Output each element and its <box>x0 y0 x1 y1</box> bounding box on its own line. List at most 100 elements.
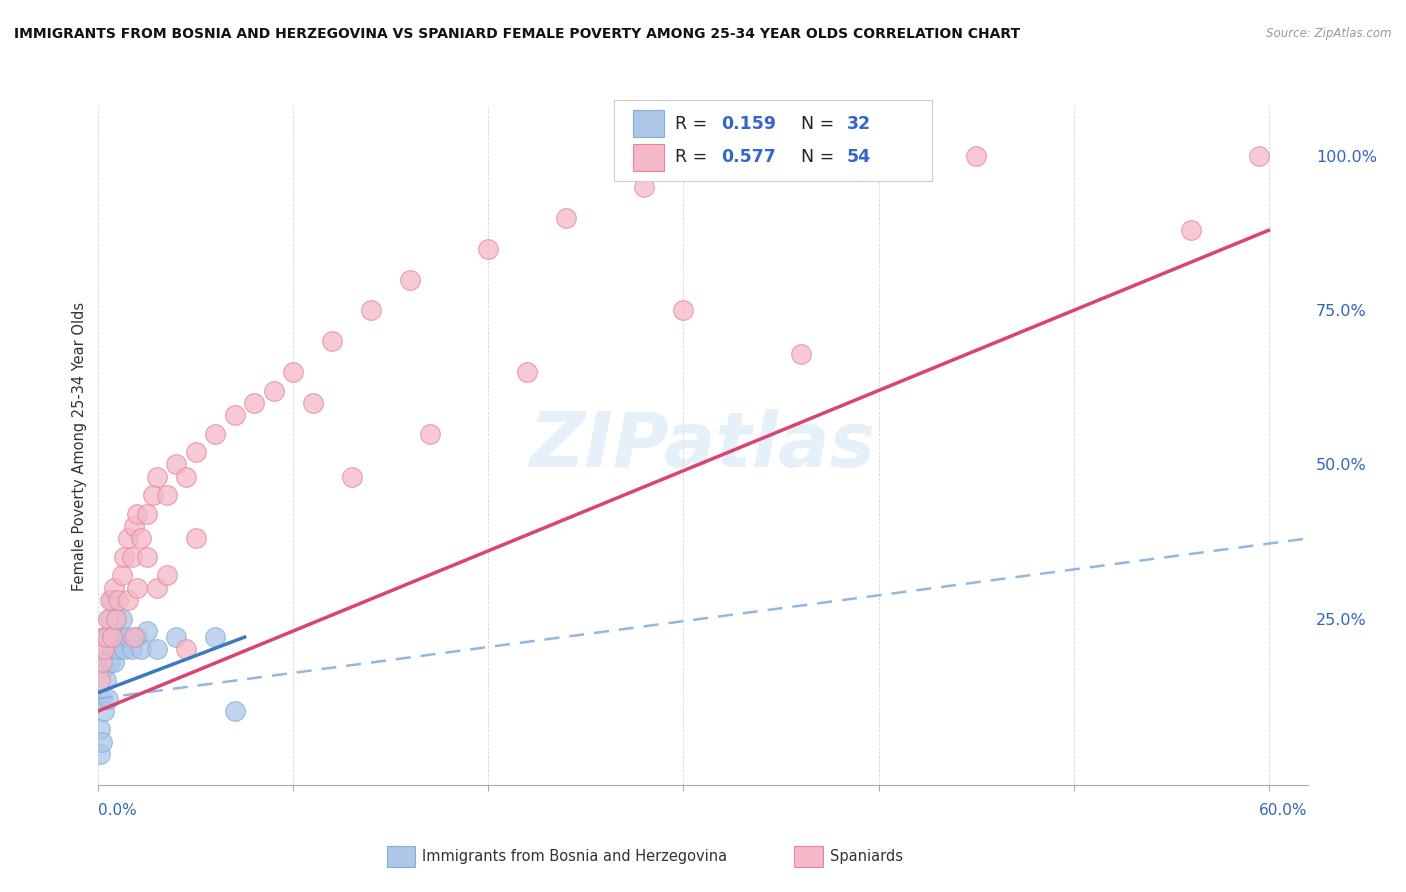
Text: N =: N = <box>801 148 841 166</box>
Point <box>204 630 226 644</box>
Point <box>91 735 114 749</box>
Point <box>283 365 305 379</box>
Point <box>89 723 111 737</box>
Point <box>789 346 811 360</box>
Point <box>91 655 114 669</box>
Point <box>97 630 120 644</box>
Point <box>136 549 159 564</box>
Point <box>103 630 125 644</box>
Point <box>555 211 578 225</box>
Point <box>101 642 124 657</box>
Point <box>91 655 114 669</box>
Point <box>117 593 139 607</box>
Point <box>98 655 121 669</box>
Point <box>131 642 153 657</box>
Point <box>146 581 169 595</box>
Point <box>96 630 118 644</box>
Point <box>91 691 114 706</box>
Point <box>107 642 129 657</box>
Point <box>263 384 285 398</box>
Text: ZIPatlas: ZIPatlas <box>530 409 876 483</box>
Point <box>112 642 135 657</box>
Point <box>93 630 115 644</box>
Point <box>711 149 734 163</box>
Point <box>146 470 169 484</box>
Point <box>117 630 139 644</box>
Point <box>96 673 118 688</box>
Point <box>89 747 111 761</box>
Point <box>122 519 145 533</box>
Point <box>103 655 125 669</box>
Text: 54: 54 <box>846 148 870 166</box>
Text: Immigrants from Bosnia and Herzegovina: Immigrants from Bosnia and Herzegovina <box>422 849 727 863</box>
Text: 0.0%: 0.0% <box>98 803 138 818</box>
Point <box>965 149 987 163</box>
Text: 32: 32 <box>846 115 870 133</box>
Point <box>321 334 343 349</box>
Point <box>142 488 165 502</box>
Point <box>104 611 127 625</box>
Point <box>399 272 422 286</box>
Point <box>204 426 226 441</box>
Point <box>127 507 149 521</box>
Point <box>302 396 325 410</box>
Text: R =: R = <box>675 148 713 166</box>
Point <box>127 581 149 595</box>
Point <box>224 408 246 422</box>
Text: 0.159: 0.159 <box>721 115 776 133</box>
Point <box>516 365 538 379</box>
Point <box>174 470 197 484</box>
Text: Spaniards: Spaniards <box>830 849 903 863</box>
Point <box>93 661 115 675</box>
Point <box>111 568 134 582</box>
Point <box>117 532 139 546</box>
Point <box>104 611 127 625</box>
Point <box>131 532 153 546</box>
Point <box>136 507 159 521</box>
Y-axis label: Female Poverty Among 25-34 Year Olds: Female Poverty Among 25-34 Year Olds <box>72 301 87 591</box>
Point <box>165 458 187 472</box>
Point <box>146 642 169 657</box>
Point <box>419 426 441 441</box>
Point <box>98 593 121 607</box>
Point <box>156 568 179 582</box>
Point <box>101 630 124 644</box>
Point <box>127 630 149 644</box>
Point <box>340 470 363 484</box>
Point <box>121 642 143 657</box>
Point <box>360 303 382 318</box>
Point <box>1180 223 1202 237</box>
Text: Source: ZipAtlas.com: Source: ZipAtlas.com <box>1267 27 1392 40</box>
Point <box>93 642 115 657</box>
Point <box>112 549 135 564</box>
Point <box>174 642 197 657</box>
Point <box>165 630 187 644</box>
Point <box>243 396 266 410</box>
Point <box>108 630 131 644</box>
Point <box>633 180 655 194</box>
Point <box>156 488 179 502</box>
Point <box>136 624 159 638</box>
Point <box>868 149 890 163</box>
Text: 60.0%: 60.0% <box>1260 803 1308 818</box>
Point <box>477 242 499 256</box>
Text: R =: R = <box>675 115 713 133</box>
Point <box>97 611 120 625</box>
Point <box>184 532 207 546</box>
Point <box>96 642 118 657</box>
Point <box>224 704 246 718</box>
Point <box>1247 149 1270 163</box>
Point <box>89 673 111 688</box>
Point <box>184 445 207 459</box>
Point <box>97 691 120 706</box>
Text: N =: N = <box>801 115 841 133</box>
Point <box>122 630 145 644</box>
Point <box>111 611 134 625</box>
Point <box>101 593 124 607</box>
Text: IMMIGRANTS FROM BOSNIA AND HERZEGOVINA VS SPANIARD FEMALE POVERTY AMONG 25-34 YE: IMMIGRANTS FROM BOSNIA AND HERZEGOVINA V… <box>14 27 1021 41</box>
Point <box>98 611 121 625</box>
Point <box>103 581 125 595</box>
Point <box>121 549 143 564</box>
Point <box>672 303 695 318</box>
Point <box>93 704 115 718</box>
